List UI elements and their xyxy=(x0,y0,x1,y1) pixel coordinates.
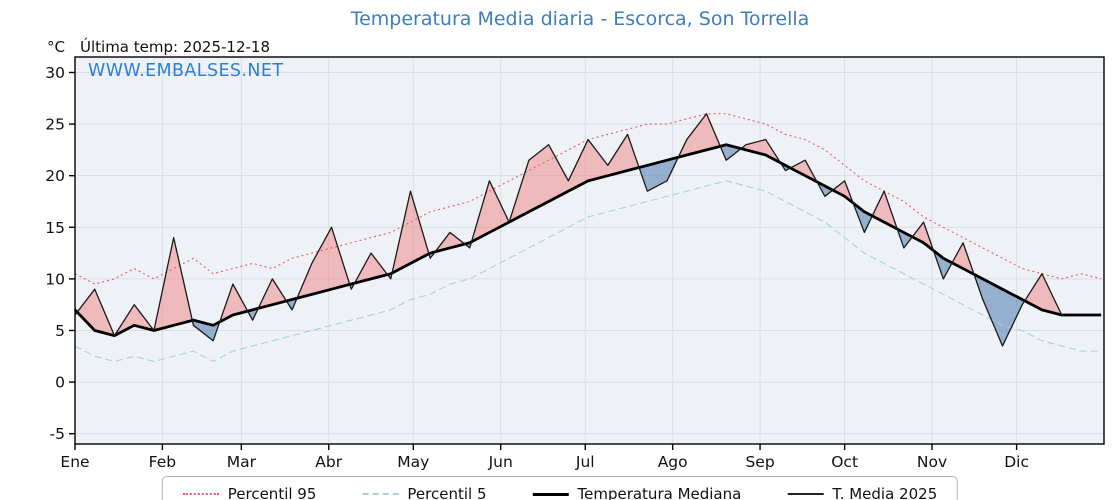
legend-line-dashed-blue xyxy=(362,493,399,495)
series-percentil-5 xyxy=(74,180,1102,362)
y-tick-label: -5 xyxy=(50,425,65,443)
fill-above-median xyxy=(371,253,388,279)
x-tick-label: Jul xyxy=(575,453,595,471)
fill-above-median xyxy=(686,113,707,156)
legend-line-dotted-red xyxy=(182,493,219,495)
legend-item-percentil-95: Percentil 95 xyxy=(182,485,317,500)
y-axis-unit-label: °C xyxy=(47,38,65,56)
fill-above-median xyxy=(832,180,845,197)
legend-line-thin-dark xyxy=(787,493,824,495)
x-tick-label: Sep xyxy=(745,453,774,471)
legend-label: Percentil 95 xyxy=(227,485,317,500)
y-tick-label: 30 xyxy=(45,64,65,82)
fill-above-median xyxy=(952,242,964,269)
y-tick-label: 20 xyxy=(45,167,65,185)
legend-line-solid-black xyxy=(532,492,569,496)
x-tick-label: May xyxy=(397,453,429,471)
chart-title: Temperatura Media diaria - Escorca, Son … xyxy=(350,8,810,30)
series-t-media-2025 xyxy=(74,113,1063,347)
y-tick-label: 25 xyxy=(45,116,65,134)
legend-item-media-2025: T. Media 2025 xyxy=(787,485,937,500)
x-tick-label: Ene xyxy=(60,453,89,471)
fill-above-median xyxy=(528,144,549,212)
x-tick-label: Nov xyxy=(917,453,947,471)
fill-above-median xyxy=(311,227,332,295)
fill-above-median xyxy=(872,191,885,223)
y-tick-label: 5 xyxy=(55,322,65,340)
y-tick-label: 15 xyxy=(45,219,65,237)
x-tick-label: Ago xyxy=(658,453,688,471)
plot-border xyxy=(74,56,1105,445)
fill-below-median xyxy=(647,160,668,192)
x-tick-label: Feb xyxy=(149,453,176,471)
x-tick-label: Jun xyxy=(488,453,513,471)
fill-above-median xyxy=(410,191,429,264)
legend-item-mediana: Temperatura Mediana xyxy=(532,485,741,500)
legend-item-percentil-5: Percentil 5 xyxy=(362,485,486,500)
fill-above-median xyxy=(77,289,95,331)
x-tick-label: Mar xyxy=(227,453,257,471)
fill-below-median xyxy=(1002,289,1023,346)
fill-above-median xyxy=(790,160,806,176)
y-tick-label: 10 xyxy=(45,270,65,288)
x-tick-label: Dic xyxy=(1004,453,1029,471)
legend-label: Temperatura Mediana xyxy=(577,485,742,500)
x-tick-label: Abr xyxy=(315,453,342,471)
y-tick-label: 0 xyxy=(55,374,65,392)
plot-background xyxy=(75,57,1104,444)
legend-box: Percentil 95 Percentil 5 Temperatura Med… xyxy=(161,476,959,500)
fill-above-median xyxy=(568,139,589,192)
legend-label: Percentil 5 xyxy=(407,485,487,500)
fill-above-median xyxy=(1024,273,1042,310)
x-tick-label: Oct xyxy=(831,453,858,471)
fill-above-median xyxy=(588,139,608,181)
fill-above-median xyxy=(489,180,510,233)
legend-label: T. Media 2025 xyxy=(832,485,938,500)
fill-below-median xyxy=(982,278,1003,346)
fill-above-median xyxy=(607,134,628,176)
fill-above-median xyxy=(548,144,569,202)
watermark: WWW.EMBALSES.NET xyxy=(88,61,284,81)
last-temp-label: Última temp: 2025-12-18 xyxy=(80,38,271,56)
series-temperatura-mediana xyxy=(73,143,1102,338)
